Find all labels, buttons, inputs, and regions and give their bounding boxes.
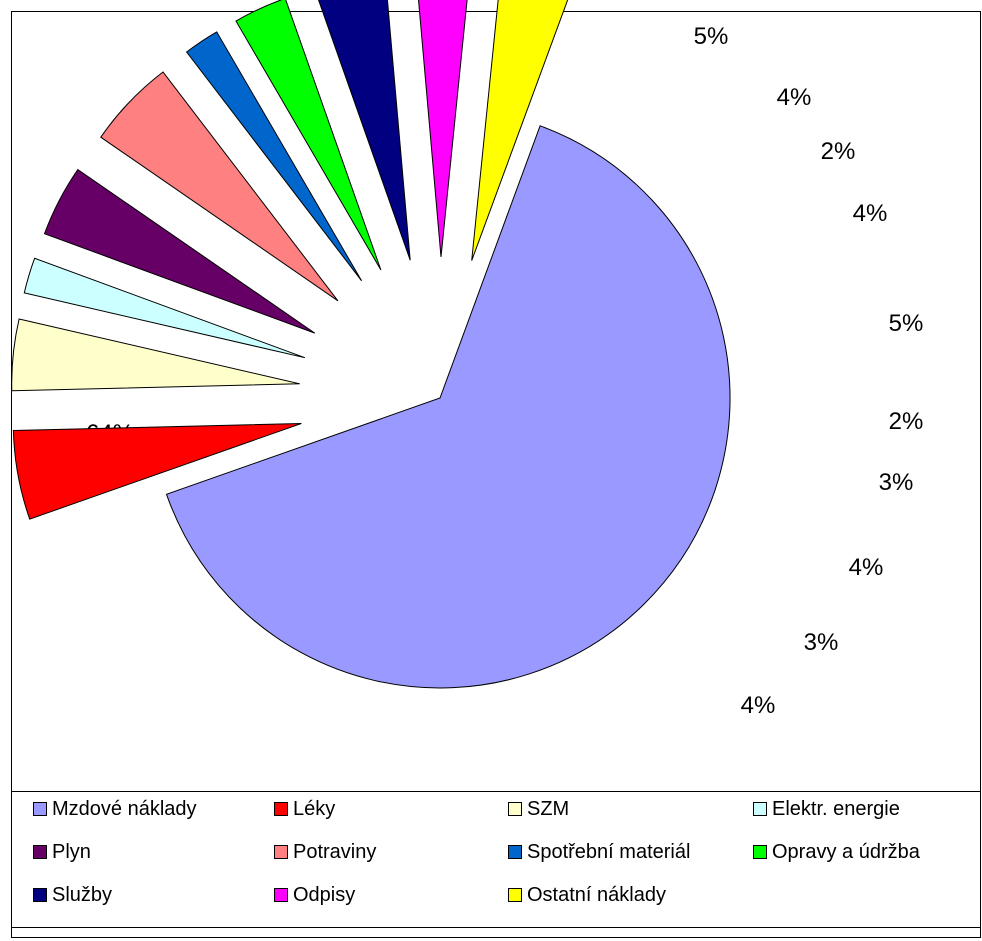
data-label-5: 4% [853, 200, 888, 227]
legend-item: Mzdové náklady [33, 797, 197, 821]
legend-swatch [753, 802, 767, 816]
legend-swatch [33, 888, 47, 902]
legend-swatch [274, 845, 288, 859]
legend-swatch [508, 888, 522, 902]
legend-swatch [274, 888, 288, 902]
legend-item: Opravy a údržba [753, 840, 920, 864]
pie-slice-8 [235, 0, 382, 271]
legend-item: Služby [33, 883, 112, 907]
legend-label: Odpisy [293, 883, 356, 906]
legend-item: Elektr. energie [753, 797, 900, 821]
pie-slice-2 [12, 423, 302, 520]
legend: Mzdové náklady Léky SZM Elektr. energie Plyn… [11, 791, 981, 928]
legend-label: Potraviny [293, 840, 377, 863]
pie-slice-5 [43, 168, 316, 334]
legend-item: Léky [274, 797, 335, 821]
legend-swatch [274, 802, 288, 816]
pie-slice-10 [418, 0, 468, 258]
legend-swatch [508, 802, 522, 816]
legend-label: Spotřební materiál [527, 840, 691, 863]
pie-slice-4 [23, 257, 306, 359]
legend-item: Spotřební materiál [508, 840, 690, 864]
data-label-8: 3% [879, 469, 914, 496]
legend-label: Plyn [52, 840, 91, 863]
data-label-7: 2% [889, 408, 924, 435]
legend-swatch [753, 845, 767, 859]
legend-label: Opravy a údržba [772, 840, 920, 863]
data-label-9: 4% [849, 554, 884, 581]
data-label-2: 5% [694, 23, 729, 50]
data-label-11: 4% [741, 692, 776, 719]
legend-label: SZM [527, 797, 570, 820]
pie-slice-3 [11, 318, 300, 392]
chart-frame [11, 11, 981, 938]
data-label-4: 2% [821, 138, 856, 165]
data-label-6: 5% [889, 310, 924, 337]
pie-slice-7 [185, 31, 363, 282]
legend-label: Služby [52, 883, 113, 906]
legend-label: Léky [293, 797, 336, 820]
legend-item: Odpisy [274, 883, 355, 907]
pie-slice-11 [471, 0, 569, 261]
legend-swatch [33, 802, 47, 816]
pie-slice-1 [165, 125, 731, 689]
pie-slice-6 [100, 71, 339, 302]
legend-item: Potraviny [274, 840, 376, 864]
legend-swatch [508, 845, 522, 859]
legend-label: Ostatní náklady [527, 883, 666, 906]
legend-label: Mzdové náklady [52, 797, 197, 820]
data-label-10: 3% [804, 629, 839, 656]
legend-label: Elektr. energie [772, 797, 900, 820]
legend-item: Ostatní náklady [508, 883, 666, 907]
legend-swatch [33, 845, 47, 859]
legend-item: SZM [508, 797, 569, 821]
legend-item: Plyn [33, 840, 91, 864]
data-label-3: 4% [777, 84, 812, 111]
pie-slice-9 [318, 0, 411, 261]
